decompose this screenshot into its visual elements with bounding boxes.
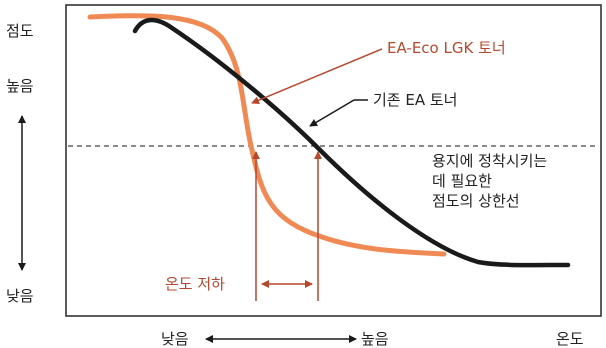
threshold-note-line-1: 용지에 정착시키는 xyxy=(432,152,548,170)
y-axis-high-label: 높음 xyxy=(6,77,34,95)
x-axis-title: 온도 xyxy=(556,330,584,348)
threshold-note: 용지에 정착시키는 데 필요한 점도의 상한선 xyxy=(432,151,547,211)
x-axis-low-label: 낮음 xyxy=(161,330,189,348)
y-axis-low-label: 낮음 xyxy=(6,287,34,305)
temperature-drop-label: 온도 저하 xyxy=(165,275,225,293)
plot-frame xyxy=(65,4,602,317)
new-toner-curve xyxy=(87,13,447,257)
old-toner-curve xyxy=(132,17,571,268)
y-axis-title: 점도 xyxy=(6,22,34,40)
threshold-note-line-3: 점도의 상한선 xyxy=(432,192,520,210)
new-toner-label: EA-Eco LGK 토너 xyxy=(387,39,506,57)
old-toner-leader xyxy=(309,99,368,127)
threshold-note-line-2: 데 필요한 xyxy=(432,172,492,190)
x-axis-high-label: 높음 xyxy=(361,330,389,348)
old-toner-label: 기존 EA 토너 xyxy=(373,91,458,109)
new-toner-leader xyxy=(251,48,383,105)
